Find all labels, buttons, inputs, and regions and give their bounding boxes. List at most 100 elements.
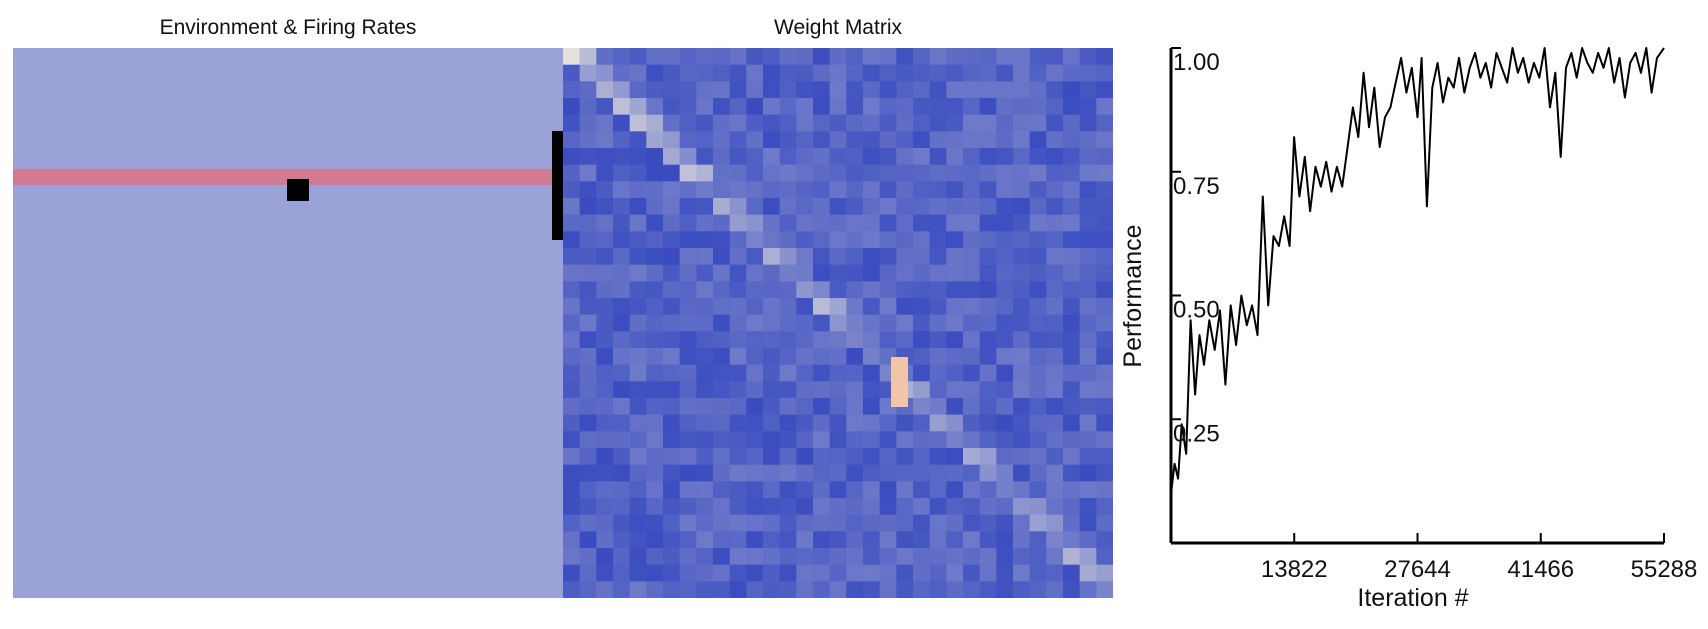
matrix-cell — [663, 331, 681, 349]
matrix-cell — [896, 198, 914, 216]
matrix-cell — [729, 564, 747, 582]
matrix-cell — [846, 364, 864, 382]
matrix-cell — [929, 248, 947, 266]
matrix-cell — [563, 64, 581, 82]
matrix-cell — [563, 81, 581, 99]
matrix-cell — [596, 431, 614, 449]
matrix-cell — [863, 81, 881, 99]
matrix-cell — [779, 231, 797, 249]
matrix-cell — [796, 164, 814, 182]
matrix-cell — [629, 264, 647, 282]
matrix-cell — [996, 214, 1014, 232]
matrix-cell — [979, 581, 997, 598]
matrix-cell — [1029, 48, 1047, 66]
matrix-cell — [946, 348, 964, 366]
matrix-cell — [913, 498, 931, 516]
matrix-cell — [863, 281, 881, 299]
matrix-cell — [979, 164, 997, 182]
matrix-cell — [813, 314, 831, 332]
matrix-cell — [1096, 398, 1113, 416]
matrix-cell — [846, 114, 864, 132]
matrix-cell — [846, 514, 864, 532]
matrix-cell — [779, 414, 797, 432]
matrix-cell — [746, 414, 764, 432]
matrix-cell — [1096, 498, 1113, 516]
matrix-cell — [579, 214, 597, 232]
matrix-cell — [929, 281, 947, 299]
matrix-cell — [779, 314, 797, 332]
matrix-cell — [963, 214, 981, 232]
matrix-cell — [713, 514, 731, 532]
matrix-cell — [713, 281, 731, 299]
matrix-cell — [813, 64, 831, 82]
matrix-cell — [563, 531, 581, 549]
matrix-cell — [946, 381, 964, 399]
matrix-cell — [563, 314, 581, 332]
weight-matrix-title: Weight Matrix — [774, 16, 902, 39]
matrix-cell — [1013, 481, 1031, 499]
matrix-cell — [863, 198, 881, 216]
matrix-cell — [863, 248, 881, 266]
matrix-cell — [863, 131, 881, 149]
matrix-cell — [796, 264, 814, 282]
matrix-cell — [1063, 448, 1081, 466]
matrix-cell — [946, 414, 964, 432]
matrix-cell — [913, 514, 931, 532]
matrix-cell — [729, 464, 747, 482]
matrix-cell — [896, 314, 914, 332]
matrix-cell — [613, 381, 631, 399]
matrix-cell — [763, 181, 781, 199]
matrix-cell — [896, 431, 914, 449]
matrix-cell — [563, 464, 581, 482]
matrix-cell — [1096, 98, 1113, 116]
matrix-cell — [829, 514, 847, 532]
matrix-cell — [963, 564, 981, 582]
matrix-cell — [746, 531, 764, 549]
matrix-cell — [929, 348, 947, 366]
matrix-cell — [746, 464, 764, 482]
matrix-cell — [1063, 398, 1081, 416]
matrix-cell — [1079, 148, 1097, 166]
matrix-cell — [996, 264, 1014, 282]
matrix-cell — [1063, 164, 1081, 182]
matrix-cell — [663, 64, 681, 82]
matrix-cell — [646, 281, 664, 299]
matrix-cell — [596, 64, 614, 82]
matrix-cell — [1046, 448, 1064, 466]
matrix-cell — [879, 431, 897, 449]
matrix-cell — [596, 398, 614, 416]
matrix-cell — [1079, 164, 1097, 182]
matrix-cell — [613, 231, 631, 249]
matrix-cell — [646, 314, 664, 332]
matrix-cell — [1013, 298, 1031, 316]
matrix-cell — [929, 231, 947, 249]
matrix-cell — [796, 131, 814, 149]
matrix-cell — [963, 314, 981, 332]
matrix-cell — [779, 181, 797, 199]
matrix-cell — [679, 464, 697, 482]
matrix-cell — [896, 481, 914, 499]
matrix-cell — [1096, 481, 1113, 499]
matrix-cell — [963, 148, 981, 166]
matrix-cell — [1096, 331, 1113, 349]
matrix-cell — [996, 364, 1014, 382]
matrix-cell — [746, 114, 764, 132]
matrix-cell — [913, 231, 931, 249]
matrix-cell — [1046, 181, 1064, 199]
matrix-cell — [929, 298, 947, 316]
matrix-cell — [846, 64, 864, 82]
performance-chart: 13822 27644 41466 55288 0.25 0.50 0.75 1.00 It… — [1119, 47, 1697, 612]
matrix-cell — [963, 81, 981, 99]
matrix-cell — [613, 531, 631, 549]
matrix-cell — [679, 98, 697, 116]
matrix-cell — [596, 164, 614, 182]
matrix-cell — [896, 448, 914, 466]
matrix-cell — [796, 331, 814, 349]
matrix-cell — [596, 464, 614, 482]
matrix-cell — [779, 431, 797, 449]
matrix-cell — [963, 264, 981, 282]
matrix-cell — [929, 448, 947, 466]
matrix-cell — [796, 114, 814, 132]
matrix-cell — [679, 448, 697, 466]
matrix-cell — [763, 364, 781, 382]
